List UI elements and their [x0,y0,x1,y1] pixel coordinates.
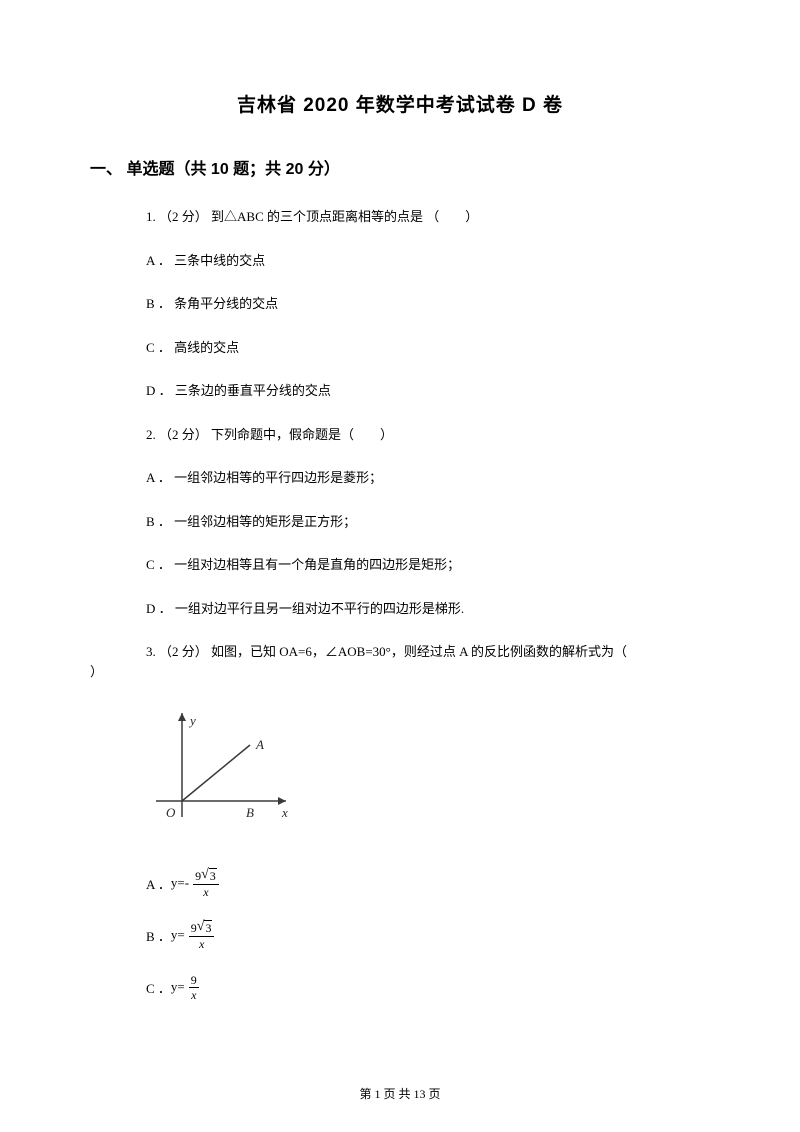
option-2d: D ． 一组对边平行且另一组对边不平行的四边形是梯形. [146,599,710,619]
option-label: A ． [146,874,171,893]
option-label: C ． [146,978,171,997]
footer-suffix: 页 [426,1087,441,1101]
question-3: 3. （2 分） 如图，已知 OA=6，∠AOB=30°，则经过点 A 的反比例… [90,642,710,681]
sqrt: √ 3 [197,920,213,935]
svg-text:x: x [281,805,288,820]
question-number: 2. [146,427,156,442]
radical-icon: √ [201,868,209,882]
option-text: 条角平分线的交点 [174,296,278,311]
question-text: 如图，已知 OA=6，∠AOB=30°，则经过点 A 的反比例函数的解析式为（ [211,644,640,659]
question-points: （2 分） [159,427,208,442]
option-label: C ． [146,557,171,572]
question-text: 下列命题中，假命题是（ ） [211,427,393,442]
denominator: x [191,988,196,1001]
exam-title: 吉林省 2020 年数学中考试试卷 D 卷 [90,90,710,117]
question-number: 3. [146,644,156,659]
page-content: 吉林省 2020 年数学中考试试卷 D 卷 一、 单选题（共 10 题；共 20… [0,0,800,1002]
option-text: 高线的交点 [174,340,239,355]
numerator: 9 √ 3 [193,868,219,885]
option-3c: C ． y= 9 x [146,972,710,1002]
numerator: 9 [189,974,199,988]
question-2: 2. （2 分） 下列命题中，假命题是（ ） [146,425,710,445]
option-1d: D ． 三条边的垂直平分线的交点 [146,381,710,401]
option-prefix: y= [171,927,185,943]
question-text: 到△ABC 的三个顶点距离相等的点是 （ ） [211,209,478,224]
footer-total: 13 [414,1087,426,1101]
option-2a: A ． 一组邻边相等的平行四边形是菱形； [146,468,710,488]
denominator: x [203,885,208,898]
coordinate-graph: y x O A B [146,705,710,840]
option-1b: B ． 条角平分线的交点 [146,294,710,314]
option-label: C ． [146,340,171,355]
option-label: B ． [146,296,171,311]
footer-prefix: 第 [359,1087,374,1101]
option-label: D ． [146,383,172,398]
radical-icon: √ [197,920,205,934]
question-number: 1. [146,209,156,224]
denominator: x [199,937,204,950]
option-text: 一组邻边相等的平行四边形是菱形； [174,470,382,485]
option-label: A ． [146,253,171,268]
footer-mid: 页 共 [380,1087,413,1101]
option-label: B ． [146,514,171,529]
question-points: （2 分） [159,644,208,659]
option-label: D ． [146,601,172,616]
svg-text:B: B [246,805,254,820]
page-footer: 第 1 页 共 13 页 [0,1085,800,1102]
option-3b: B ． y= 9 √ 3 x [146,920,710,950]
option-text: 三条中线的交点 [174,253,265,268]
svg-text:A: A [255,737,264,752]
radicand: 3 [209,868,217,883]
option-2b: B ． 一组邻边相等的矩形是正方形； [146,512,710,532]
option-3a: A ． y=- 9 √ 3 x [146,868,710,898]
section-label: 单选题（共 10 题；共 20 分） [126,161,339,178]
radicand: 3 [204,920,212,935]
option-2c: C ． 一组对边相等且有一个角是直角的四边形是矩形； [146,555,710,575]
fraction: 9 x [189,974,199,1001]
section-header: 一、 单选题（共 10 题；共 20 分） [90,155,710,179]
question-1: 1. （2 分） 到△ABC 的三个顶点距离相等的点是 （ ） [146,207,710,227]
graph-svg: y x O A B [146,705,296,835]
fraction: 9 √ 3 x [189,920,215,950]
option-text: 一组对边相等且有一个角是直角的四边形是矩形； [174,557,460,572]
option-1a: A ． 三条中线的交点 [146,251,710,271]
question-points: （2 分） [159,209,208,224]
option-text: 三条边的垂直平分线的交点 [175,383,331,398]
option-prefix: y= [171,979,185,995]
fraction: 9 √ 3 x [193,868,219,898]
option-text: 一组邻边相等的矩形是正方形； [174,514,356,529]
section-number: 一、 [90,161,122,178]
svg-text:y: y [188,713,196,728]
question-tail: ） [90,662,710,682]
numerator: 9 √ 3 [189,920,215,937]
option-label: B ． [146,926,171,945]
option-1c: C ． 高线的交点 [146,338,710,358]
sqrt: √ 3 [201,868,217,883]
svg-text:O: O [166,805,176,820]
option-prefix: y=- [171,875,189,891]
coef: 9 [191,974,197,986]
option-text: 一组对边平行且另一组对边不平行的四边形是梯形. [175,601,464,616]
option-label: A ． [146,470,171,485]
